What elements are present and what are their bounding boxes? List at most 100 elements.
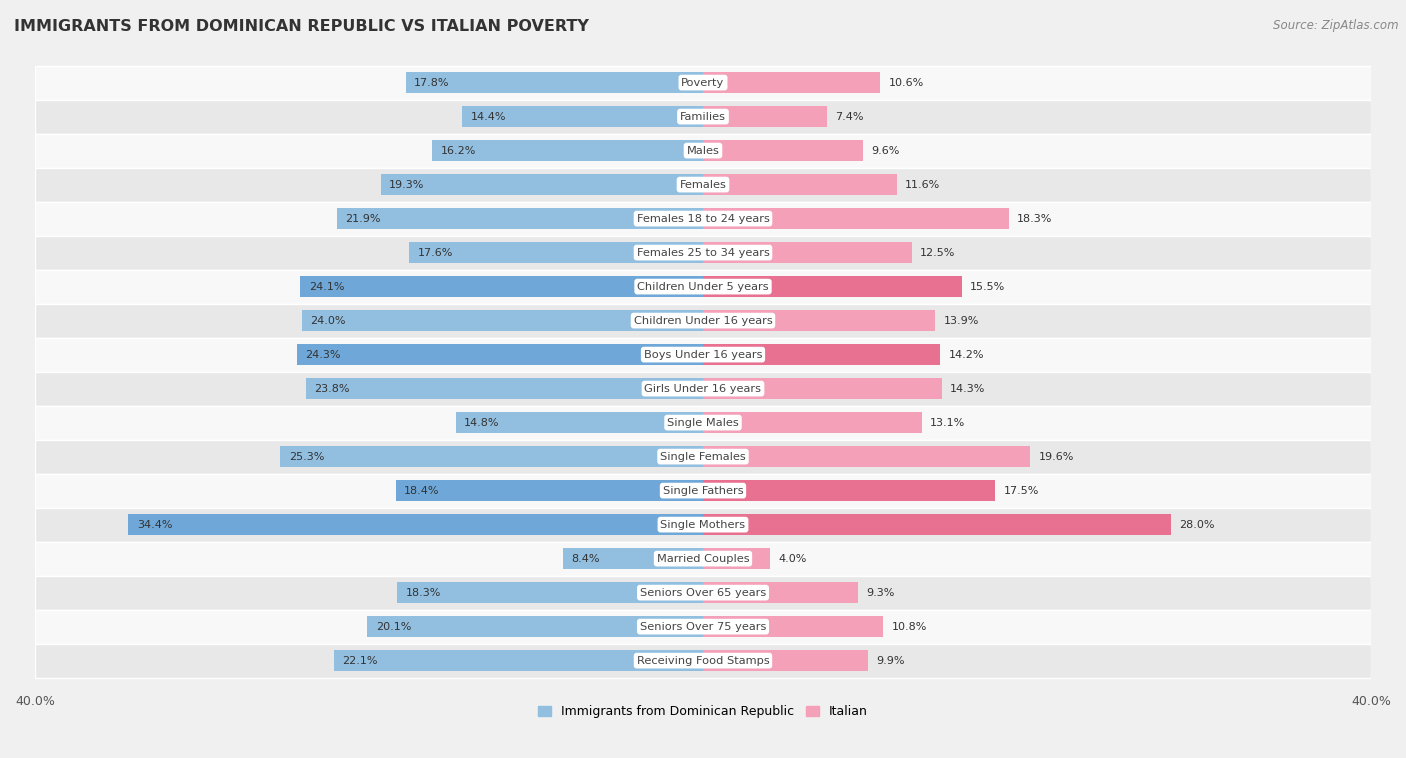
Bar: [703, 242, 911, 263]
Bar: [35, 270, 1371, 304]
Text: 24.3%: 24.3%: [305, 349, 342, 359]
Text: Single Males: Single Males: [666, 418, 740, 428]
Bar: [703, 514, 1171, 535]
Text: 15.5%: 15.5%: [970, 282, 1005, 292]
Bar: [703, 310, 935, 331]
Bar: [301, 276, 703, 297]
Text: Females 25 to 34 years: Females 25 to 34 years: [637, 248, 769, 258]
Text: 23.8%: 23.8%: [314, 384, 349, 393]
Text: Single Females: Single Females: [661, 452, 745, 462]
Bar: [703, 208, 1008, 229]
Text: Source: ZipAtlas.com: Source: ZipAtlas.com: [1274, 19, 1399, 32]
Text: 25.3%: 25.3%: [288, 452, 325, 462]
Text: 8.4%: 8.4%: [571, 553, 599, 564]
Text: Seniors Over 75 years: Seniors Over 75 years: [640, 622, 766, 631]
Bar: [35, 133, 1371, 168]
Text: 14.4%: 14.4%: [471, 111, 506, 121]
Text: 21.9%: 21.9%: [346, 214, 381, 224]
Text: Boys Under 16 years: Boys Under 16 years: [644, 349, 762, 359]
Bar: [35, 609, 1371, 644]
Bar: [703, 378, 942, 399]
Bar: [35, 202, 1371, 236]
Text: 17.6%: 17.6%: [418, 248, 453, 258]
Bar: [703, 174, 897, 195]
Bar: [35, 304, 1371, 337]
Text: Children Under 16 years: Children Under 16 years: [634, 315, 772, 326]
Bar: [562, 548, 703, 569]
Bar: [302, 310, 703, 331]
Text: 10.6%: 10.6%: [889, 77, 924, 88]
Bar: [433, 140, 703, 161]
Bar: [409, 242, 703, 263]
Text: Females 18 to 24 years: Females 18 to 24 years: [637, 214, 769, 224]
Text: Seniors Over 65 years: Seniors Over 65 years: [640, 587, 766, 597]
Bar: [703, 140, 863, 161]
Text: 9.9%: 9.9%: [877, 656, 905, 666]
Bar: [703, 344, 941, 365]
Bar: [703, 582, 858, 603]
Text: 17.5%: 17.5%: [1004, 486, 1039, 496]
Text: Children Under 5 years: Children Under 5 years: [637, 282, 769, 292]
Text: 9.3%: 9.3%: [866, 587, 896, 597]
Bar: [297, 344, 703, 365]
Bar: [367, 616, 703, 637]
Bar: [35, 575, 1371, 609]
Bar: [35, 440, 1371, 474]
Text: Single Mothers: Single Mothers: [661, 520, 745, 530]
Bar: [35, 406, 1371, 440]
Bar: [703, 106, 827, 127]
Text: 11.6%: 11.6%: [905, 180, 941, 190]
Bar: [703, 616, 883, 637]
Text: 22.1%: 22.1%: [342, 656, 378, 666]
Bar: [703, 72, 880, 93]
Legend: Immigrants from Dominican Republic, Italian: Immigrants from Dominican Republic, Ital…: [533, 700, 873, 723]
Bar: [406, 72, 703, 93]
Bar: [703, 480, 995, 501]
Text: Females: Females: [679, 180, 727, 190]
Text: 14.8%: 14.8%: [464, 418, 499, 428]
Text: 14.3%: 14.3%: [950, 384, 986, 393]
Bar: [703, 650, 869, 671]
Bar: [703, 446, 1031, 467]
Text: Married Couples: Married Couples: [657, 553, 749, 564]
Bar: [35, 474, 1371, 508]
Text: 17.8%: 17.8%: [413, 77, 450, 88]
Text: 20.1%: 20.1%: [375, 622, 411, 631]
Bar: [395, 480, 703, 501]
Bar: [703, 548, 770, 569]
Bar: [35, 644, 1371, 678]
Bar: [280, 446, 703, 467]
Text: 16.2%: 16.2%: [441, 146, 477, 155]
Text: 19.3%: 19.3%: [389, 180, 425, 190]
Text: 18.3%: 18.3%: [1017, 214, 1052, 224]
Bar: [35, 99, 1371, 133]
Bar: [35, 542, 1371, 575]
Text: IMMIGRANTS FROM DOMINICAN REPUBLIC VS ITALIAN POVERTY: IMMIGRANTS FROM DOMINICAN REPUBLIC VS IT…: [14, 19, 589, 34]
Bar: [333, 650, 703, 671]
Text: 9.6%: 9.6%: [872, 146, 900, 155]
Text: Males: Males: [686, 146, 720, 155]
Text: 24.1%: 24.1%: [309, 282, 344, 292]
Text: 7.4%: 7.4%: [835, 111, 863, 121]
Bar: [35, 66, 1371, 99]
Text: 12.5%: 12.5%: [920, 248, 956, 258]
Text: Families: Families: [681, 111, 725, 121]
Text: 14.2%: 14.2%: [949, 349, 984, 359]
Text: 13.1%: 13.1%: [931, 418, 966, 428]
Text: 24.0%: 24.0%: [311, 315, 346, 326]
Text: 4.0%: 4.0%: [778, 553, 807, 564]
Bar: [128, 514, 703, 535]
Text: 34.4%: 34.4%: [136, 520, 173, 530]
Bar: [35, 168, 1371, 202]
Text: 28.0%: 28.0%: [1180, 520, 1215, 530]
Text: Poverty: Poverty: [682, 77, 724, 88]
Text: Girls Under 16 years: Girls Under 16 years: [644, 384, 762, 393]
Text: 18.3%: 18.3%: [406, 587, 441, 597]
Bar: [398, 582, 703, 603]
Bar: [35, 508, 1371, 542]
Text: Receiving Food Stamps: Receiving Food Stamps: [637, 656, 769, 666]
Bar: [381, 174, 703, 195]
Bar: [703, 412, 922, 433]
Text: Single Fathers: Single Fathers: [662, 486, 744, 496]
Bar: [35, 371, 1371, 406]
